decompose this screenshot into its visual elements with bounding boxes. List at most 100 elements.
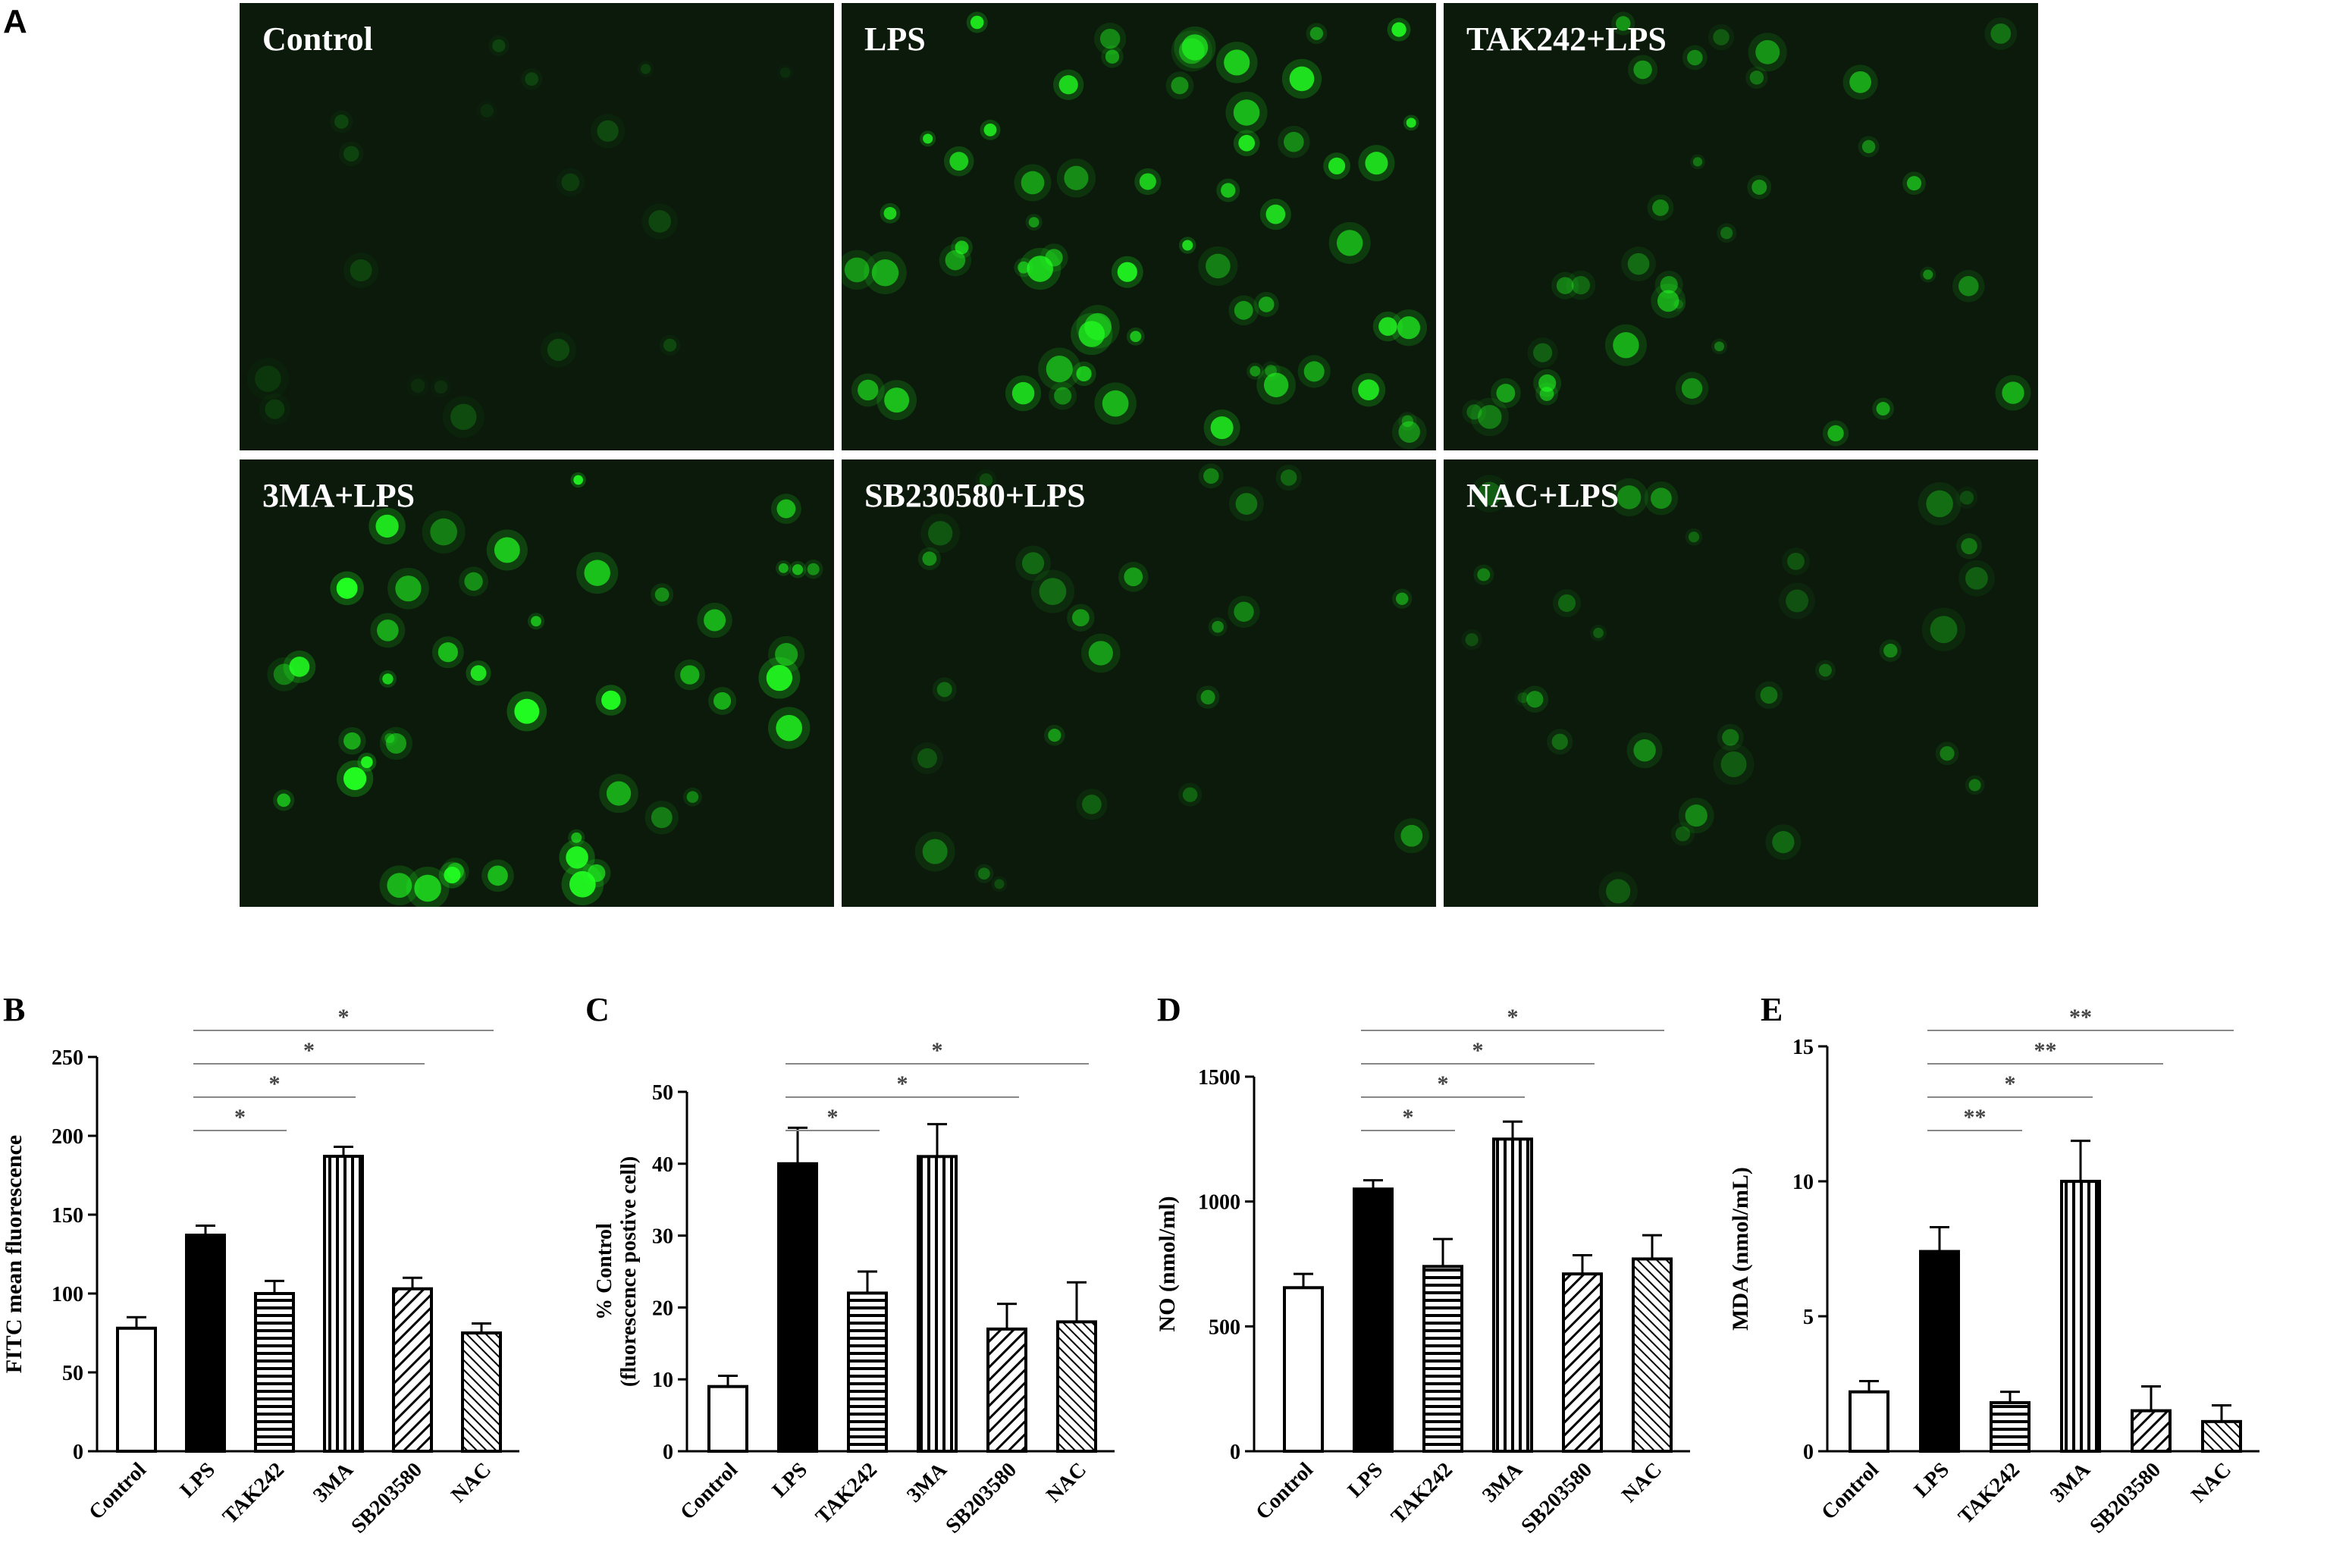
cell-glow (1093, 22, 1127, 55)
cell (775, 642, 798, 666)
y-tick-label: 40 (652, 1153, 673, 1177)
bar (847, 1291, 888, 1453)
cell (1652, 199, 1669, 216)
x-tick-label: TAK242 (1954, 1458, 2024, 1529)
cell-glow (1610, 478, 1648, 517)
cell (514, 698, 540, 724)
cell (444, 866, 461, 884)
cell (778, 563, 789, 573)
cell-glow (1208, 617, 1228, 637)
cell-glow (1590, 624, 1607, 641)
cell (1990, 24, 2012, 44)
x-tick-label: 3MA (2046, 1457, 2095, 1507)
significance-label: * (303, 1038, 315, 1063)
cell-glow (1394, 818, 1429, 854)
cell (1533, 343, 1553, 362)
cell (525, 72, 539, 86)
cell (1633, 739, 1656, 762)
cell (1968, 779, 1981, 792)
cell-glow (1918, 481, 1962, 525)
cell-glow (1711, 338, 1727, 355)
cell (983, 123, 997, 136)
cell-glow (914, 831, 955, 872)
cell (1496, 384, 1516, 403)
micrograph-sb230580-lps: SB230580+LPS (842, 459, 1436, 907)
y-tick-label: 20 (652, 1297, 673, 1320)
cell (492, 39, 506, 52)
cell (1760, 686, 1778, 704)
y-axis-label: MDA (nmol/mL) (1728, 1167, 1753, 1331)
x-tick-label: TAK242 (218, 1458, 289, 1529)
cell (1593, 627, 1604, 638)
cell (1556, 277, 1574, 295)
cell-glow (682, 787, 702, 807)
y-tick-label: 1000 (1198, 1191, 1240, 1215)
cell (1786, 589, 1809, 613)
cell (343, 767, 367, 790)
cell (1139, 173, 1156, 190)
cell (255, 365, 281, 392)
cell-glow (1747, 174, 1772, 199)
cell-glow (932, 677, 957, 702)
bar (1492, 1137, 1533, 1454)
micrograph-lps: LPS (842, 3, 1436, 450)
cell (273, 663, 295, 685)
cell-glow (768, 635, 805, 673)
cell (1751, 179, 1767, 195)
cell-glow (991, 876, 1008, 892)
cell (654, 587, 670, 602)
cell (978, 867, 990, 880)
significance-label: * (1403, 1105, 1414, 1130)
panel-letter: E (1761, 991, 1783, 1028)
cell-glow (1858, 136, 1880, 158)
cell (1234, 601, 1254, 622)
significance-label: * (932, 1038, 943, 1063)
cell (437, 642, 458, 663)
cell-glow (1198, 246, 1238, 287)
cell (1958, 276, 1979, 296)
bar (461, 1331, 502, 1453)
cell (1078, 321, 1105, 347)
cell (1076, 365, 1092, 382)
cell (1011, 381, 1035, 405)
cell-glow (803, 559, 823, 579)
cell (1687, 49, 1703, 66)
cell (1571, 275, 1591, 295)
cell (1021, 552, 1045, 575)
cell (547, 338, 570, 361)
cell (1538, 374, 1557, 392)
cell (713, 691, 732, 710)
x-tick-label: 3MA (309, 1457, 358, 1507)
cell (277, 793, 291, 808)
cell (1203, 468, 1219, 485)
cell (382, 673, 394, 685)
cell (1861, 140, 1876, 154)
cell (1613, 332, 1639, 359)
x-tick-label: Control (676, 1458, 742, 1525)
cell (1660, 275, 1678, 294)
cell-glow (1171, 30, 1212, 72)
y-tick-label: 500 (1209, 1316, 1240, 1339)
cell (1233, 99, 1260, 126)
bar (323, 1155, 364, 1454)
x-tick-label: 3MA (902, 1457, 952, 1507)
micrograph-nac-lps: NAC+LPS (1444, 459, 2038, 907)
bar (1056, 1320, 1097, 1453)
cell (1616, 16, 1631, 31)
significance-label: ** (2069, 1005, 2092, 1030)
cell (1238, 134, 1256, 152)
cell (927, 521, 953, 546)
bar (1562, 1272, 1603, 1453)
cell (776, 499, 796, 519)
cell (955, 240, 969, 255)
cell (1221, 183, 1236, 198)
micrograph-label: SB230580+LPS (864, 477, 1086, 514)
cell (1827, 425, 1844, 442)
cell (704, 609, 726, 632)
cell-glow (1275, 464, 1302, 491)
bar (254, 1292, 295, 1453)
cell-glow (1015, 545, 1051, 582)
cell (663, 338, 677, 352)
cell (1117, 262, 1137, 282)
